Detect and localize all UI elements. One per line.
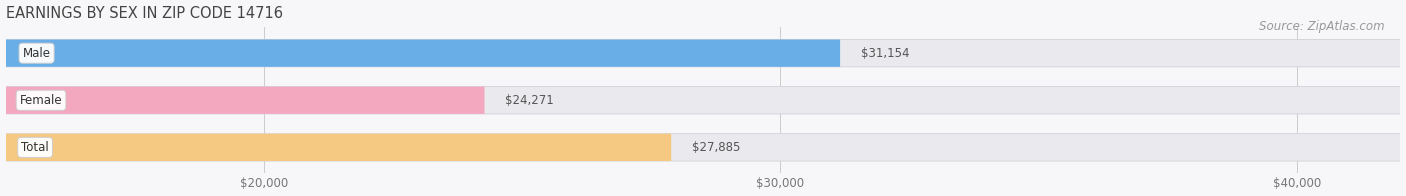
Text: $24,271: $24,271 xyxy=(505,94,554,107)
Text: Male: Male xyxy=(22,47,51,60)
Text: Source: ZipAtlas.com: Source: ZipAtlas.com xyxy=(1260,20,1385,33)
Text: Total: Total xyxy=(21,141,49,154)
FancyBboxPatch shape xyxy=(6,40,1400,67)
FancyBboxPatch shape xyxy=(6,134,671,161)
Text: EARNINGS BY SEX IN ZIP CODE 14716: EARNINGS BY SEX IN ZIP CODE 14716 xyxy=(6,5,283,21)
Text: Female: Female xyxy=(20,94,62,107)
FancyBboxPatch shape xyxy=(6,87,1400,114)
Text: $27,885: $27,885 xyxy=(692,141,741,154)
FancyBboxPatch shape xyxy=(6,134,1400,161)
Text: $31,154: $31,154 xyxy=(860,47,910,60)
FancyBboxPatch shape xyxy=(6,40,841,67)
FancyBboxPatch shape xyxy=(6,87,485,114)
